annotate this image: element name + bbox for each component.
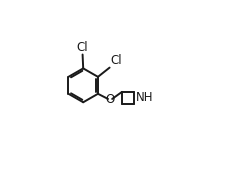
Text: Cl: Cl [110,54,122,67]
Text: Cl: Cl [77,41,88,54]
Text: NH: NH [136,91,153,104]
Text: O: O [105,93,115,106]
